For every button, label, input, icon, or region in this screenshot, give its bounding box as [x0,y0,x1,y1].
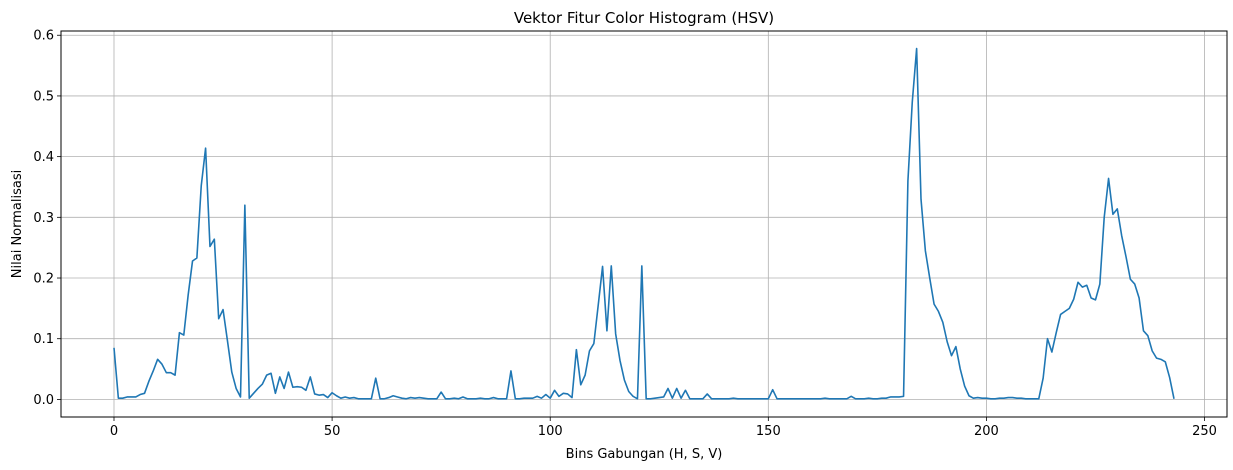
y-tick-label: 0.5 [33,89,54,104]
plot-area [113,47,1175,400]
y-tick-label: 0.0 [33,393,54,408]
axes-frame [60,30,1228,418]
x-axis-label: Bins Gabungan (H, S, V) [566,447,723,462]
x-tick-label: 150 [756,424,781,439]
y-tick-label: 0.1 [33,332,54,347]
y-tick-label: 0.6 [33,29,54,44]
x-tick-label: 250 [1192,424,1217,439]
y-axis-label: Nilai Normalisasi [10,170,25,278]
chart-title: Vektor Fitur Color Histogram (HSV) [514,9,774,27]
ticks: 0 50 100 150 200 250 0.0 0.1 0.2 0.3 0.4 0.5 0.6 [33,29,1217,439]
y-tick-label: 0.3 [33,211,54,226]
series-line [113,47,1175,400]
x-tick-label: 200 [974,424,999,439]
x-tick-label: 0 [110,424,118,439]
x-tick-label: 100 [538,424,563,439]
y-tick-label: 0.4 [33,150,54,165]
y-tick-label: 0.2 [33,272,54,287]
x-tick-label: 50 [324,424,341,439]
